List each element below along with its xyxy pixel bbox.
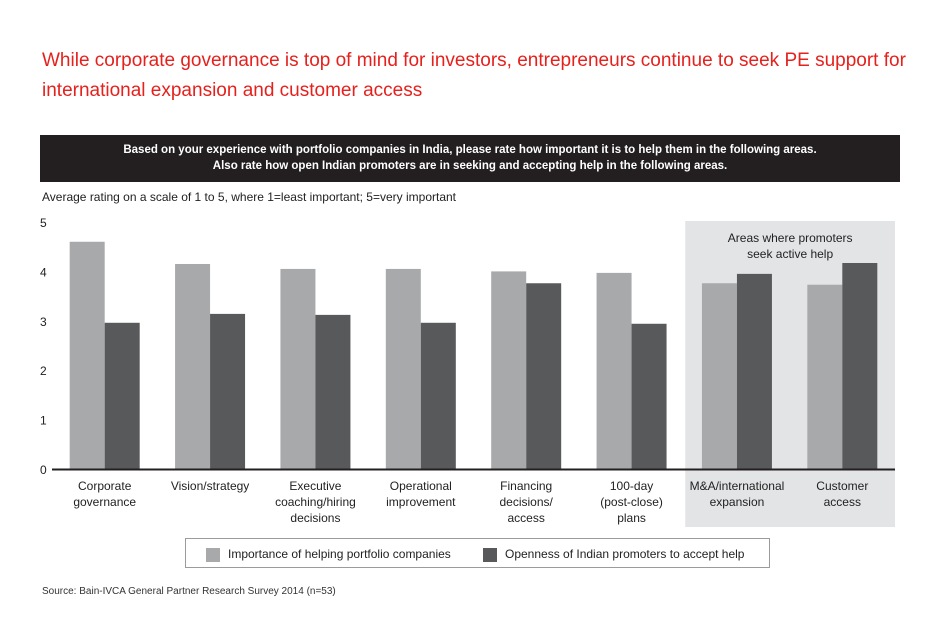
x-tick-label-3-line-1: Operational [390,479,452,493]
chart-title: While corporate governance is top of min… [42,50,906,101]
bar-openness-5 [631,323,667,469]
highlight-label-line-1: Areas where promoters [728,231,853,245]
x-tick-label-6-line-1: M&A/international [690,479,785,493]
bar-openness-7 [842,263,878,469]
bar-importance-2 [280,268,316,469]
y-axis-label: Average rating on a scale of 1 to 5, whe… [42,190,457,204]
x-tick-label-7-line-2: access [824,495,861,509]
bar-importance-3 [385,268,421,469]
y-tick-label-2: 2 [40,364,47,378]
x-tick-label-2-line-3: decisions [290,511,340,525]
legend-swatch-openness [483,547,497,562]
bar-openness-4 [526,283,562,469]
bar-importance-0 [69,241,105,469]
y-tick-label-3: 3 [40,315,47,329]
x-tick-label-0-line-2: governance [73,495,136,509]
bar-importance-6 [701,283,737,469]
bar-importance-4 [491,271,527,469]
x-tick-label-0-line-1: Corporate [78,479,132,493]
legend-item-openness: Openness of Indian promoters to accept h… [483,546,744,562]
bar-openness-1 [210,313,246,469]
bar-openness-0 [104,322,140,469]
bar-importance-1 [175,263,211,469]
x-tick-label-6-line-2: expansion [710,495,765,509]
x-tick-label-4-line-1: Financing [500,479,552,493]
x-tick-label-2-line-2: coaching/hiring [275,495,356,509]
x-tick-label-3-line-2: improvement [386,495,456,509]
banner-line-1: Based on your experience with portfolio … [123,144,817,156]
y-tick-label-0: 0 [40,463,47,477]
question-banner: Based on your experience with portfolio … [40,135,900,182]
x-tick-label-5-line-1: 100-day [610,479,653,493]
bar-importance-5 [596,272,632,469]
source-note: Source: Bain-IVCA General Partner Resear… [42,586,336,597]
legend-label-openness: Openness of Indian promoters to accept h… [505,547,745,561]
bar-openness-6 [736,273,772,469]
legend: Importance of helping portfolio companie… [185,538,770,568]
banner-line-2: Also rate how open Indian promoters are … [212,160,728,172]
x-tick-label-7-line-1: Customer [816,479,868,493]
bar-openness-2 [315,314,351,469]
legend-label-importance: Importance of helping portfolio companie… [228,547,451,561]
y-tick-label-5: 5 [40,216,47,230]
x-tick-label-5-line-2: (post-close) [600,495,663,509]
y-tick-label-4: 4 [40,265,47,279]
x-tick-label-5-line-3: plans [617,511,646,525]
x-tick-label-2-line-1: Executive [289,479,341,493]
bar-importance-7 [807,284,843,469]
bar-openness-3 [420,322,456,469]
y-tick-label-1: 1 [40,414,47,428]
x-tick-label-1-line-1: Vision/strategy [171,479,250,493]
x-tick-label-4-line-2: decisions/ [500,495,554,509]
highlight-label-line-2: seek active help [747,247,833,261]
legend-item-importance: Importance of helping portfolio companie… [206,546,451,562]
legend-swatch-importance [206,547,220,562]
x-tick-label-4-line-3: access [508,511,545,525]
